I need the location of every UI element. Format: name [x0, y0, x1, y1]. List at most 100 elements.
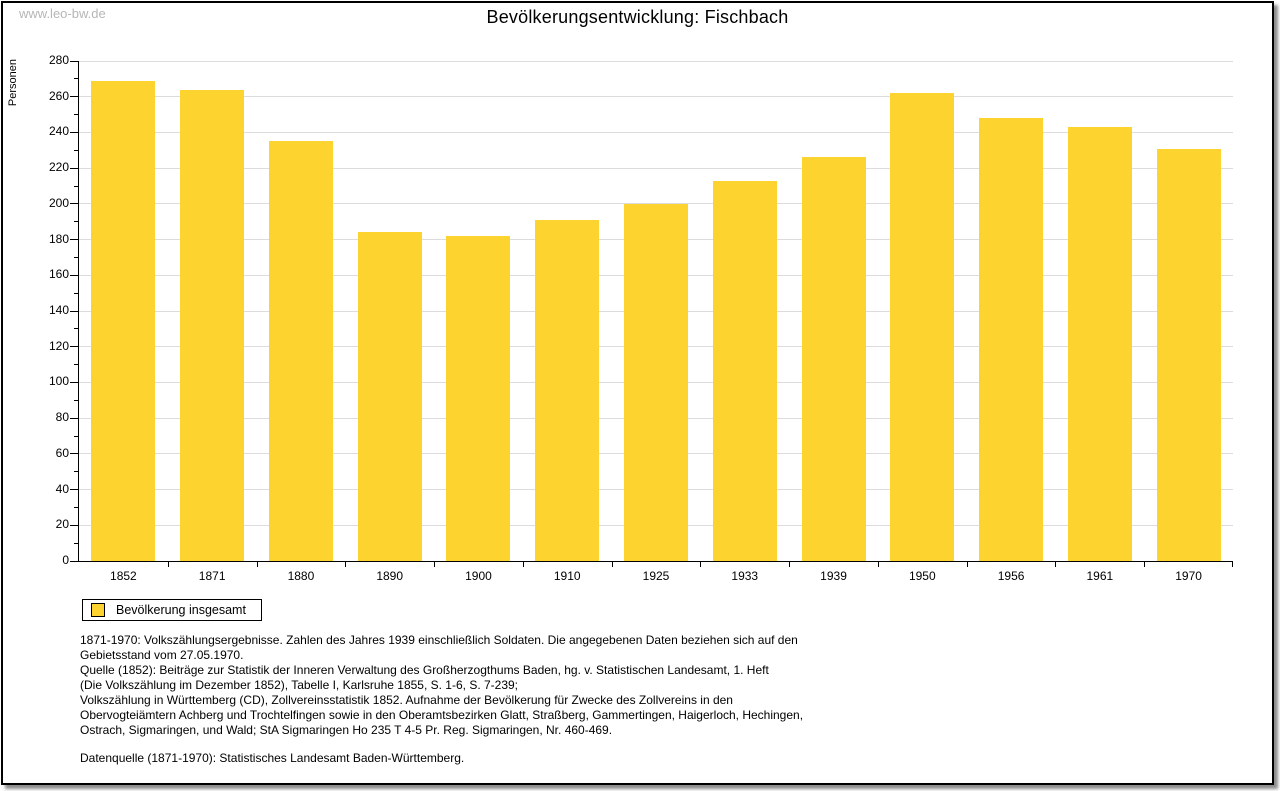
- y-axis-tick: [74, 364, 78, 366]
- bar: [1156, 148, 1221, 561]
- chart-title: Bevölkerungsentwicklung: Fischbach: [486, 7, 789, 27]
- x-axis-tick: [434, 562, 436, 567]
- footer-line: Quelle (1852): Beiträge zur Statistik de…: [80, 663, 769, 677]
- gridline: [79, 203, 1233, 205]
- gridline: [79, 60, 1233, 62]
- gridline: [79, 131, 1233, 133]
- y-axis-tick-label: 220: [48, 160, 69, 175]
- x-axis-tick: [345, 562, 347, 567]
- gridline: [79, 167, 1233, 169]
- x-axis-tick-label: 1933: [731, 569, 759, 583]
- y-axis-tick: [74, 78, 78, 80]
- bar: [979, 118, 1044, 561]
- y-axis-tick: [70, 417, 78, 419]
- x-axis-tick: [611, 562, 613, 567]
- legend-label: Bevölkerung insgesamt: [116, 603, 246, 617]
- y-axis-tick: [74, 435, 78, 437]
- y-axis-tick: [74, 185, 78, 187]
- y-axis-tick-label: 200: [48, 195, 69, 210]
- y-axis-title: Personen: [7, 59, 19, 107]
- x-axis-tick-label: 1956: [997, 569, 1025, 583]
- y-axis-tick: [70, 96, 78, 98]
- y-axis-tick: [70, 524, 78, 526]
- y-axis-tick: [70, 60, 78, 62]
- x-axis-tick: [256, 562, 258, 567]
- footer-datasource: Datenquelle (1871-1970): Statistisches L…: [80, 751, 465, 765]
- gridline: [79, 96, 1233, 98]
- y-axis-tick: [70, 274, 78, 276]
- y-axis-tick-label: 0: [62, 553, 69, 567]
- y-axis-tick: [70, 203, 78, 205]
- bar: [268, 141, 333, 561]
- bar: [446, 236, 511, 561]
- y-axis-tick-label: 160: [48, 267, 69, 282]
- y-axis-tick-label: 140: [48, 303, 69, 317]
- y-axis-tick-label: 60: [55, 445, 69, 460]
- bar: [1067, 127, 1132, 561]
- x-axis-tick-label: 1900: [465, 569, 492, 583]
- y-axis-tick: [70, 381, 78, 383]
- x-axis-tick-label: 1910: [553, 569, 581, 583]
- y-axis-tick-label: 20: [55, 517, 69, 532]
- y-axis-tick: [74, 221, 78, 223]
- y-axis-tick-label: 40: [55, 481, 69, 496]
- y-axis-tick: [70, 310, 78, 312]
- x-axis-tick: [877, 562, 879, 567]
- y-axis-tick-label: 120: [48, 338, 69, 353]
- y-axis-tick: [74, 328, 78, 330]
- x-axis-tick-label: 1970: [1175, 569, 1202, 583]
- footer-notes: 1871-1970: Volkszählungsergebnisse. Zahl…: [80, 633, 803, 766]
- y-axis-tick-label: 280: [48, 53, 69, 67]
- footer-line: Obervogteiämtern Achberg und Trochtelfin…: [80, 708, 804, 722]
- x-axis-tick-label: 1925: [642, 569, 670, 583]
- y-axis-tick-label: 180: [48, 231, 69, 246]
- x-axis-tick-label: 1950: [908, 569, 936, 583]
- legend-color-swatch: [91, 603, 105, 617]
- footer-line: Gebietsstand vom 27.05.1970.: [80, 648, 244, 662]
- bar: [712, 180, 777, 561]
- footer-line: (Die Volkszählung im Dezember 1852), Tab…: [80, 678, 519, 692]
- footer-line: Ostrach, Sigmaringen, und Wald; StA Sigm…: [80, 723, 613, 737]
- x-axis-tick-label: 1890: [376, 569, 404, 583]
- y-axis-tick: [74, 542, 78, 544]
- x-axis-tick-label: 1961: [1086, 569, 1114, 583]
- y-axis-tick: [74, 399, 78, 401]
- x-axis-tick: [1055, 562, 1057, 567]
- y-axis-tick: [74, 506, 78, 508]
- x-axis-tick: [522, 562, 524, 567]
- bar: [890, 93, 955, 561]
- footer-line: Volkszählung in Württemberg (CD), Zollve…: [80, 693, 733, 707]
- footer-line: 1871-1970: Volkszählungsergebnisse. Zahl…: [80, 633, 798, 647]
- y-axis-tick: [70, 489, 78, 491]
- y-axis-tick: [70, 453, 78, 455]
- y-axis-tick: [74, 256, 78, 258]
- x-axis-tick-label: 1939: [820, 569, 847, 583]
- y-axis-tick: [70, 239, 78, 241]
- y-axis-tick: [74, 114, 78, 116]
- y-axis-tick-label: 240: [48, 124, 69, 139]
- x-axis-tick: [167, 562, 169, 567]
- y-axis-tick: [74, 471, 78, 473]
- y-axis-tick-label: 80: [55, 410, 69, 425]
- x-axis-tick: [789, 562, 791, 567]
- y-axis-tick: [74, 149, 78, 151]
- y-axis-tick-label: 260: [48, 88, 69, 103]
- watermark: www.leo-bw.de: [19, 6, 106, 21]
- y-axis-tick: [70, 560, 78, 562]
- bar: [801, 157, 866, 561]
- y-axis-tick-label: 100: [48, 374, 69, 389]
- bar: [180, 89, 245, 561]
- x-axis-tick-label: 1880: [287, 569, 315, 583]
- y-axis-tick: [74, 292, 78, 294]
- bar: [624, 203, 688, 561]
- x-axis-tick: [700, 562, 702, 567]
- bar: [91, 80, 156, 561]
- x-axis-tick: [1232, 562, 1233, 567]
- y-axis-tick: [70, 131, 78, 133]
- legend-box: Bevölkerung insgesamt: [82, 599, 262, 621]
- x-axis-tick: [1144, 562, 1146, 567]
- bar: [357, 232, 422, 561]
- bar: [535, 219, 600, 561]
- y-axis-tick: [70, 346, 78, 348]
